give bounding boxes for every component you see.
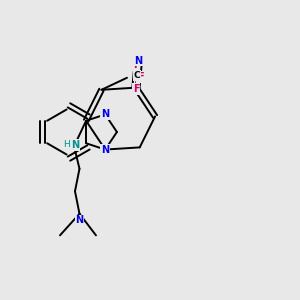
Text: N: N: [75, 215, 83, 225]
Text: F: F: [133, 60, 139, 70]
Text: H: H: [63, 140, 70, 149]
Text: N: N: [134, 56, 142, 66]
Text: N: N: [101, 145, 109, 154]
Text: N: N: [101, 110, 109, 119]
Text: C: C: [134, 71, 140, 80]
Text: F: F: [133, 84, 139, 94]
Text: F: F: [137, 72, 144, 82]
Text: N: N: [71, 140, 80, 150]
